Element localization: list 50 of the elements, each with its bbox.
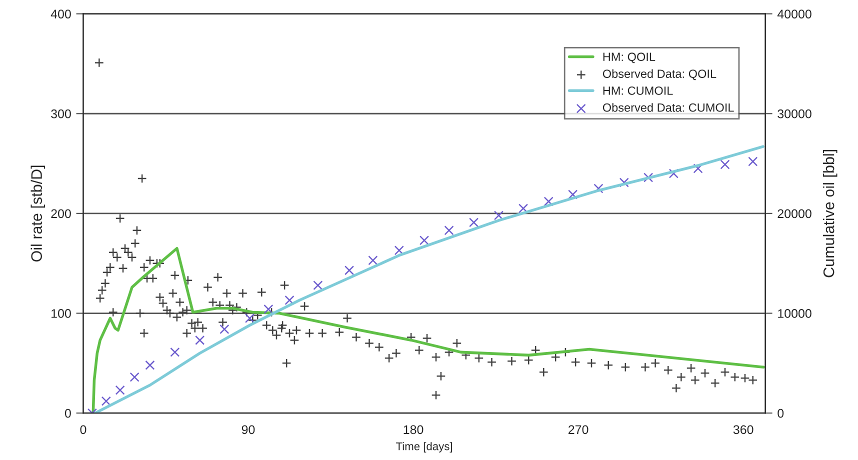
legend-label: Observed Data: QOIL: [602, 69, 716, 80]
x-tick-label: 360: [733, 425, 754, 434]
y-axis-title: Oil rate [stb/D]: [30, 166, 46, 262]
point: [368, 256, 378, 266]
point: [101, 396, 111, 406]
y2-tick-label: 30000: [778, 109, 812, 118]
x-tick-label: 0: [80, 425, 86, 434]
legend-label: HM: QOIL: [603, 52, 656, 64]
y-tick-label: 300: [51, 109, 71, 118]
point: [419, 236, 430, 246]
point: [195, 335, 205, 346]
line-series: [92, 246, 765, 414]
point: [720, 160, 730, 170]
point: [518, 204, 528, 214]
y2-tick-label: 10000: [778, 309, 812, 318]
y-tick-label: 200: [51, 209, 71, 218]
point: [544, 196, 554, 206]
point: [130, 372, 140, 382]
point: [394, 246, 404, 256]
point: [344, 266, 354, 276]
point: [244, 313, 255, 324]
point: [284, 295, 294, 306]
point: [145, 360, 155, 370]
point: [568, 190, 578, 200]
legend-label: HM: CUMOIL: [603, 86, 673, 95]
y2-tick-label: 40000: [777, 10, 812, 18]
x-tick-label: 90: [242, 425, 255, 434]
point: [619, 178, 629, 188]
y-tick-label: 400: [50, 10, 71, 18]
y2-tick-label: 20000: [778, 209, 812, 218]
y-tick-label: 100: [52, 309, 71, 318]
legend-label: Observed Data: CUMOIL: [602, 103, 734, 112]
line-series: [94, 145, 764, 414]
point: [264, 304, 274, 314]
y2-axis-title: Cumulative oil [bbl]: [823, 150, 838, 278]
x-tick-label: 270: [568, 425, 588, 434]
point: [444, 226, 454, 236]
point: [644, 172, 654, 182]
y2-tick-label: 0: [778, 408, 784, 418]
point: [494, 210, 504, 220]
point: [468, 218, 479, 228]
point: [170, 347, 180, 357]
y-tick-label: 0: [64, 408, 71, 418]
point: [220, 324, 230, 334]
x-axis-title: Time [days]: [396, 442, 452, 452]
x-tick-label: 180: [404, 425, 424, 434]
point: [668, 168, 678, 178]
point: [313, 280, 323, 290]
point: [748, 156, 758, 166]
point: [115, 385, 125, 395]
